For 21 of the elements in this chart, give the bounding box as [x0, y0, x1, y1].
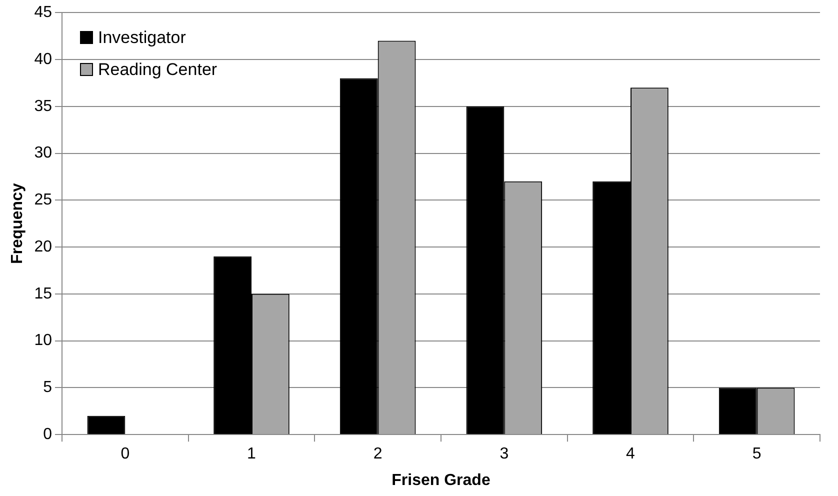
legend-label: Reading Center [98, 60, 218, 80]
legend-label: Investigator [98, 28, 186, 48]
x-tick-label: 5 [752, 446, 762, 463]
y-tick-label: 15 [34, 285, 52, 302]
y-tick-label: 25 [34, 192, 52, 209]
bar [87, 416, 126, 434]
y-axis-title: Frequency [9, 183, 26, 264]
y-tick-label: 20 [34, 238, 52, 256]
y-tick-label: 35 [34, 98, 52, 115]
x-tick-label: 1 [247, 446, 256, 463]
y-tick-label: 5 [43, 379, 52, 396]
x-tick-label: 0 [120, 446, 130, 463]
y-tick-label: 10 [34, 332, 52, 350]
x-axis-title: Frisen Grade [392, 472, 490, 489]
y-tick-label: 0 [43, 426, 52, 444]
x-tick-label: 2 [373, 446, 382, 463]
y-tick-label: 45 [34, 4, 52, 22]
x-tick-label: 3 [500, 446, 509, 463]
y-tick-label: 30 [34, 144, 52, 162]
x-tick-label: 4 [626, 446, 636, 463]
y-tick-label: 40 [34, 50, 52, 68]
